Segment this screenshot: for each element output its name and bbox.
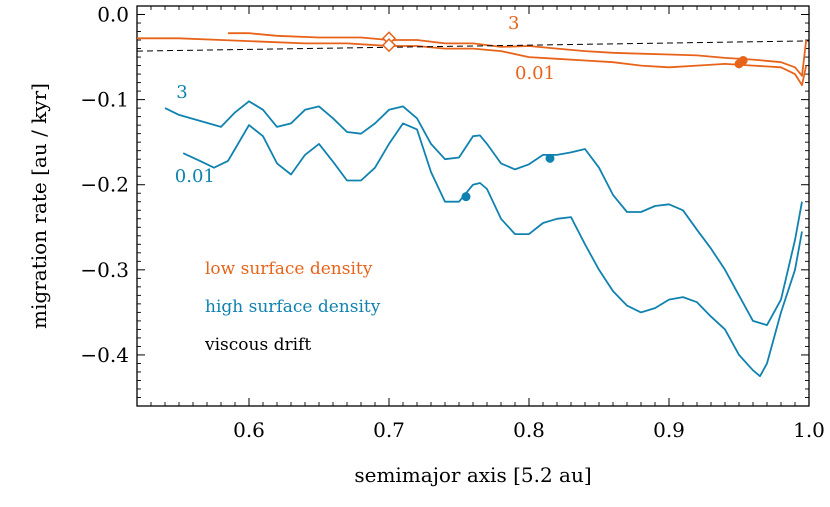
x-tick-label: 0.6 bbox=[233, 418, 265, 442]
series-line-high-3 bbox=[164, 100, 803, 327]
y-tick-label: 0.0 bbox=[97, 3, 129, 27]
data-point-marker bbox=[545, 153, 555, 163]
series-annotation-label: 0.01 bbox=[515, 63, 555, 84]
x-tick-label: 0.8 bbox=[513, 418, 545, 442]
legend-entry: viscous drift bbox=[204, 335, 311, 355]
legend-entry: high surface density bbox=[205, 297, 381, 317]
axis-ticks bbox=[137, 6, 810, 406]
data-point-marker bbox=[734, 59, 744, 69]
series-annotation-label: 0.01 bbox=[175, 166, 215, 187]
y-tick-label: −0.2 bbox=[80, 173, 129, 197]
series-annotation-label: 3 bbox=[176, 82, 187, 103]
series-line-low-3 bbox=[228, 32, 808, 77]
legend: low surface density high surface density v… bbox=[204, 259, 381, 355]
open-diamond-marker bbox=[381, 38, 397, 53]
marker-layer bbox=[381, 31, 748, 202]
y-tick-label: −0.1 bbox=[80, 88, 129, 112]
x-axis-label: semimajor axis [5.2 au] bbox=[354, 463, 591, 487]
y-tick-label: −0.4 bbox=[80, 343, 129, 367]
x-tick-label: 1.0 bbox=[793, 418, 825, 442]
y-axis-label: migration rate [au / kyr] bbox=[27, 83, 51, 329]
series-annotations: 3 0.01 3 0.01 bbox=[175, 13, 555, 187]
series-line-low-001 bbox=[137, 37, 808, 86]
x-tick-labels: 0.6 0.7 0.8 0.9 1.0 bbox=[233, 418, 825, 442]
series-annotation-label: 3 bbox=[508, 13, 519, 34]
y-tick-labels: 0.0 −0.1 −0.2 −0.3 −0.4 bbox=[80, 3, 129, 367]
series-layer bbox=[136, 32, 810, 378]
data-point-marker bbox=[461, 192, 471, 202]
legend-entry: low surface density bbox=[205, 259, 373, 279]
x-tick-label: 0.9 bbox=[653, 418, 685, 442]
series-line-high-001 bbox=[182, 122, 803, 378]
x-tick-label: 0.7 bbox=[373, 418, 405, 442]
series-line-drift bbox=[136, 40, 810, 52]
y-tick-label: −0.3 bbox=[80, 258, 129, 282]
